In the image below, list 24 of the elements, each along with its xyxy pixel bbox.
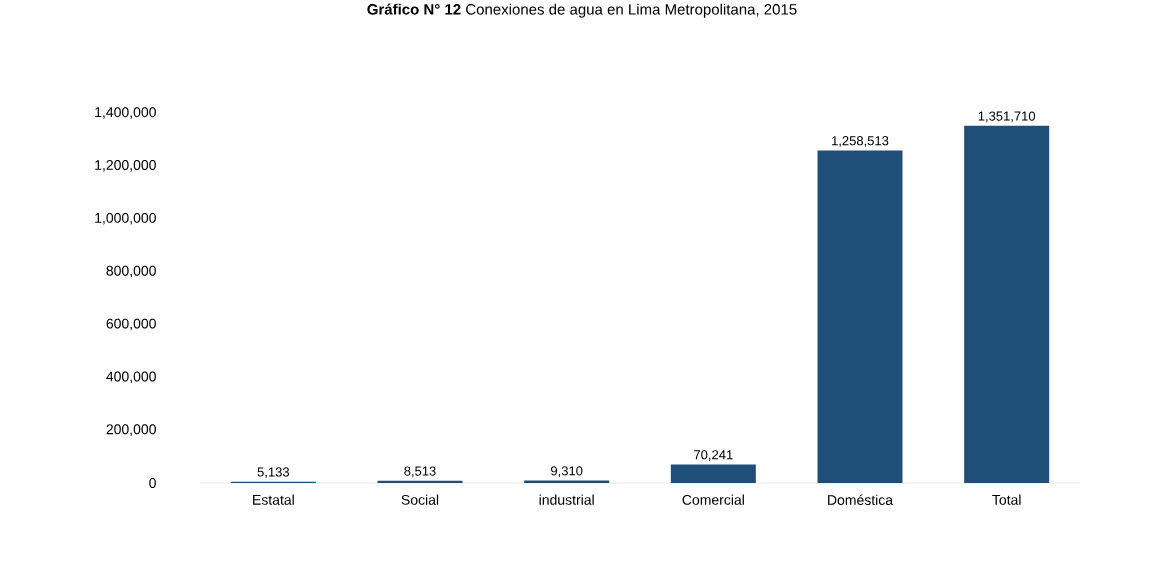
y-tick-label: 1,400,000 <box>95 107 156 119</box>
x-tick-label: Estatal <box>253 494 294 505</box>
data-label: 70,241 <box>694 450 733 461</box>
y-tick-label: 1,000,000 <box>95 212 156 225</box>
data-label: 5,133 <box>257 467 290 479</box>
bar <box>817 150 903 483</box>
x-tick-label: Social <box>401 494 439 505</box>
chart-title: Gráfico N° 12 Conexiones de agua en Lima Metropolitana, 2015 <box>367 3 797 18</box>
x-tick-label: industrial <box>539 494 594 505</box>
bar <box>670 464 756 483</box>
y-tick-label: 400,000 <box>106 371 156 384</box>
data-label: 1,258,513 <box>832 136 889 147</box>
x-tick-label: Doméstica <box>828 494 894 505</box>
y-tick-label: 1,200,000 <box>95 160 156 172</box>
data-label: 1,351,710 <box>978 111 1036 123</box>
data-label: 9,310 <box>551 466 583 478</box>
y-tick-label: 600,000 <box>106 318 156 331</box>
x-tick-label: Total <box>992 494 1021 505</box>
y-tick-label: 0 <box>149 478 156 488</box>
y-tick-label: 200,000 <box>106 424 156 436</box>
y-tick-label: 800,000 <box>106 265 156 278</box>
x-tick-label: Comercial <box>682 494 744 505</box>
data-label: 8,513 <box>404 466 436 478</box>
bar <box>964 125 1050 483</box>
